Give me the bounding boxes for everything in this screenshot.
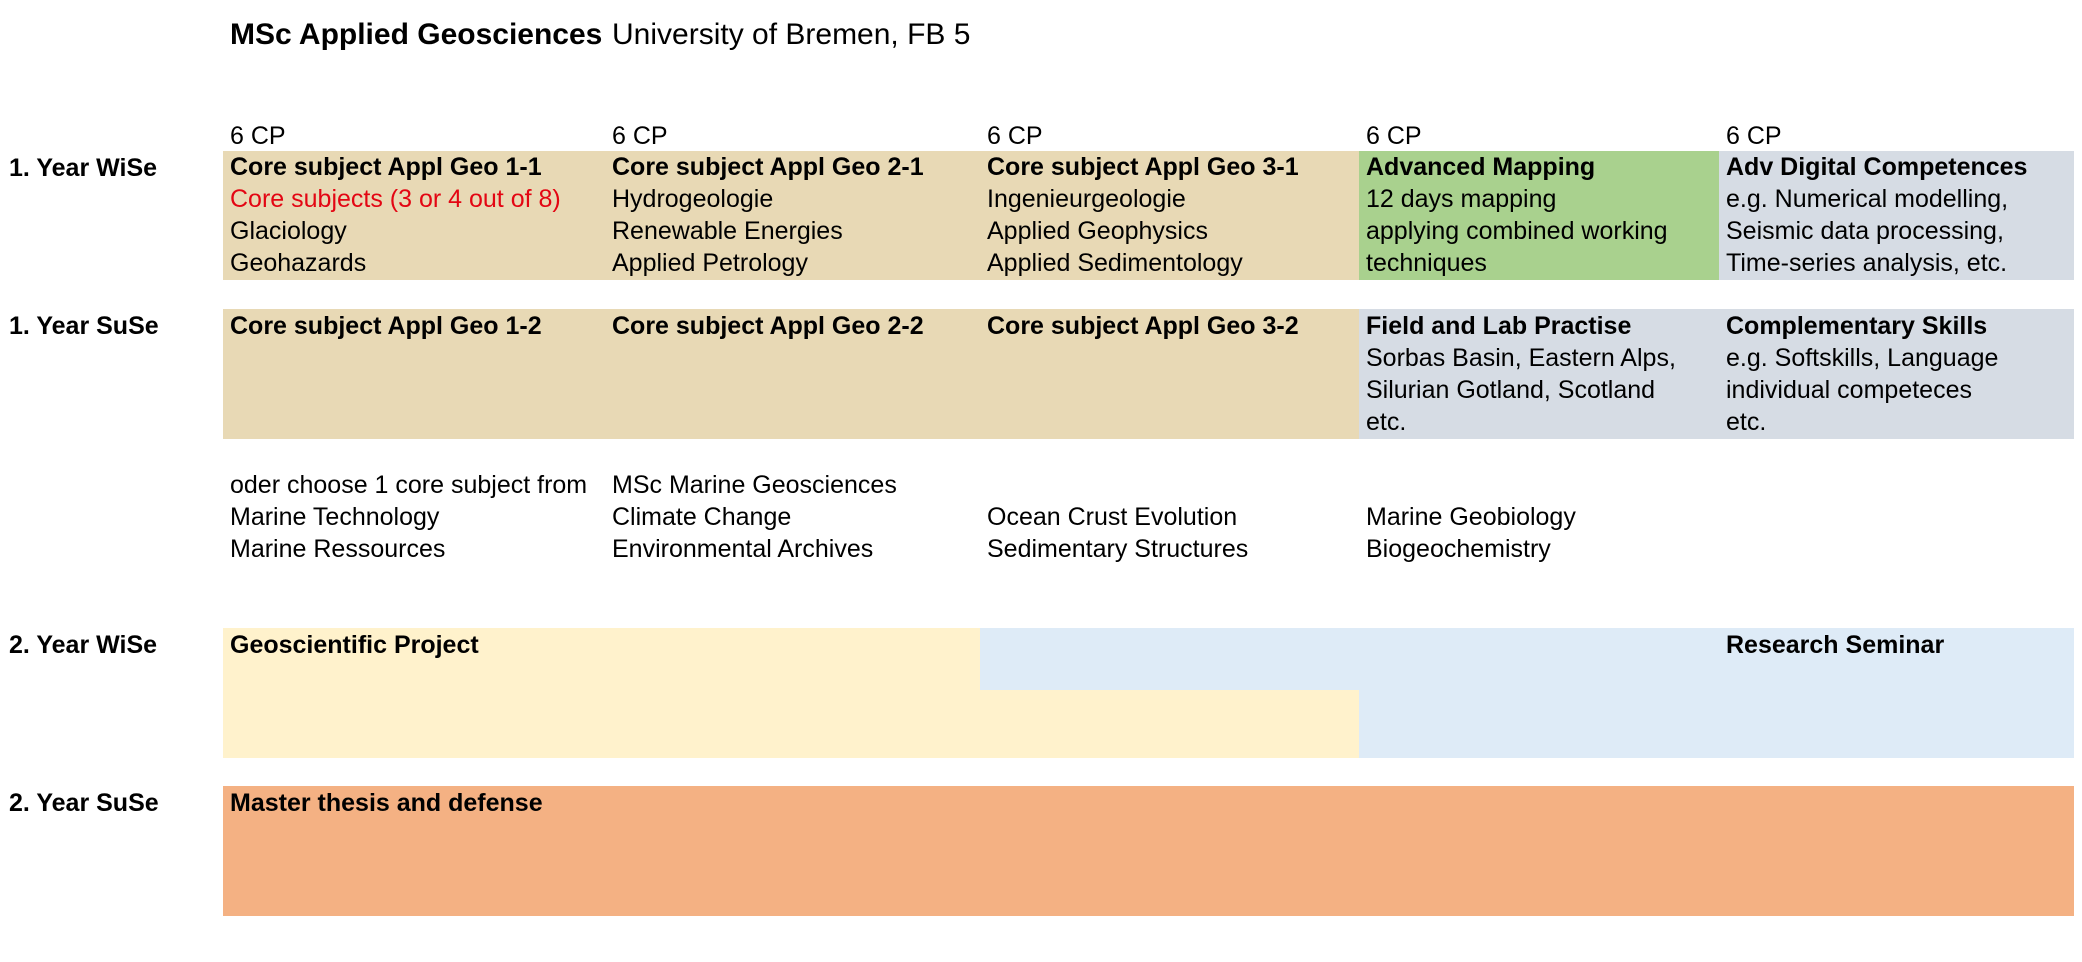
wise1-col2-title: Core subject Appl Geo 2-1 xyxy=(612,153,924,181)
suse1-col4-line: Silurian Gotland, Scotland xyxy=(1366,376,1656,404)
wise1-col3-line: Applied Sedimentology xyxy=(987,249,1243,277)
marine-col3-line: Sedimentary Structures xyxy=(987,535,1249,563)
skills-block xyxy=(1359,309,2074,439)
suse1-col4-title: Field and Lab Practise xyxy=(1366,312,1632,340)
thesis-title: Master thesis and defense xyxy=(230,789,543,817)
suse1-col5-line: individual competeces xyxy=(1726,376,1972,404)
wise1-col3-title: Core subject Appl Geo 3-1 xyxy=(987,153,1299,181)
university-title: University of Bremen, FB 5 xyxy=(612,18,971,51)
wise1-col2-line: Applied Petrology xyxy=(612,249,808,277)
marine-col1-line: Marine Ressources xyxy=(230,535,446,563)
wise1-col1-title: Core subject Appl Geo 1-1 xyxy=(230,153,542,181)
wise1-col1-note: Core subjects (3 or 4 out of 8) xyxy=(230,185,561,213)
marine-intro-program: MSc Marine Geosciences xyxy=(612,471,897,499)
marine-intro: oder choose 1 core subject from xyxy=(230,471,588,499)
suse1-col1-title: Core subject Appl Geo 1-2 xyxy=(230,312,542,340)
suse1-col2-title: Core subject Appl Geo 2-2 xyxy=(612,312,924,340)
suse1-col5-title: Complementary Skills xyxy=(1726,312,1988,340)
suse1-col4-line: Sorbas Basin, Eastern Alps, xyxy=(1366,344,1676,372)
wise1-col3-line: Ingenieurgeologie xyxy=(987,185,1186,213)
suse1-col5-line: etc. xyxy=(1726,408,1767,436)
marine-col1-line: Marine Technology xyxy=(230,503,440,531)
suse1-col5-line: e.g. Softskills, Language xyxy=(1726,344,1999,372)
wise1-col4-line: techniques xyxy=(1366,249,1487,277)
project-block xyxy=(223,628,980,758)
digital-block xyxy=(1719,151,2074,280)
marine-col4-line: Biogeochemistry xyxy=(1366,535,1551,563)
seminar-title: Research Seminar xyxy=(1726,631,1945,659)
seminar-block-extension xyxy=(1359,690,2074,758)
marine-col2-line: Climate Change xyxy=(612,503,792,531)
cp-col4: 6 CP xyxy=(1366,122,1422,150)
core-block-wise1 xyxy=(223,151,1359,280)
seminar-block xyxy=(980,628,2074,690)
row-label-y1-wise: 1. Year WiSe xyxy=(9,154,158,182)
wise1-col3-line: Applied Geophysics xyxy=(987,217,1208,245)
marine-col2-line: Environmental Archives xyxy=(612,535,874,563)
wise1-col1-line: Glaciology xyxy=(230,217,347,245)
wise1-col4-title: Advanced Mapping xyxy=(1366,153,1596,181)
row-label-y2-wise: 2. Year WiSe xyxy=(9,631,158,659)
row-label-y1-suse: 1. Year SuSe xyxy=(9,312,159,340)
wise1-col5-title: Adv Digital Competences xyxy=(1726,153,2028,181)
mapping-block xyxy=(1359,151,1719,280)
core-block-suse1 xyxy=(223,309,1359,439)
wise1-col5-line: Seismic data processing, xyxy=(1726,217,2004,245)
suse1-col3-title: Core subject Appl Geo 3-2 xyxy=(987,312,1299,340)
marine-col4-line: Marine Geobiology xyxy=(1366,503,1576,531)
wise1-col2-line: Renewable Energies xyxy=(612,217,843,245)
project-title: Geoscientific Project xyxy=(230,631,479,659)
marine-col3-line: Ocean Crust Evolution xyxy=(987,503,1238,531)
wise1-col5-line: e.g. Numerical modelling, xyxy=(1726,185,2009,213)
wise1-col4-line: applying combined working xyxy=(1366,217,1668,245)
wise1-col1-line: Geohazards xyxy=(230,249,367,277)
thesis-block xyxy=(223,786,2074,916)
wise1-col5-line: Time-series analysis, etc. xyxy=(1726,249,2008,277)
cp-col2: 6 CP xyxy=(612,122,668,150)
program-title: MSc Applied Geosciences xyxy=(230,18,603,51)
wise1-col2-line: Hydrogeologie xyxy=(612,185,774,213)
project-block-extension xyxy=(980,690,1359,758)
cp-col3: 6 CP xyxy=(987,122,1043,150)
cp-col1: 6 CP xyxy=(230,122,286,150)
cp-col5: 6 CP xyxy=(1726,122,1782,150)
wise1-col4-line: 12 days mapping xyxy=(1366,185,1557,213)
row-label-y2-suse: 2. Year SuSe xyxy=(9,789,159,817)
suse1-col4-line: etc. xyxy=(1366,408,1407,436)
